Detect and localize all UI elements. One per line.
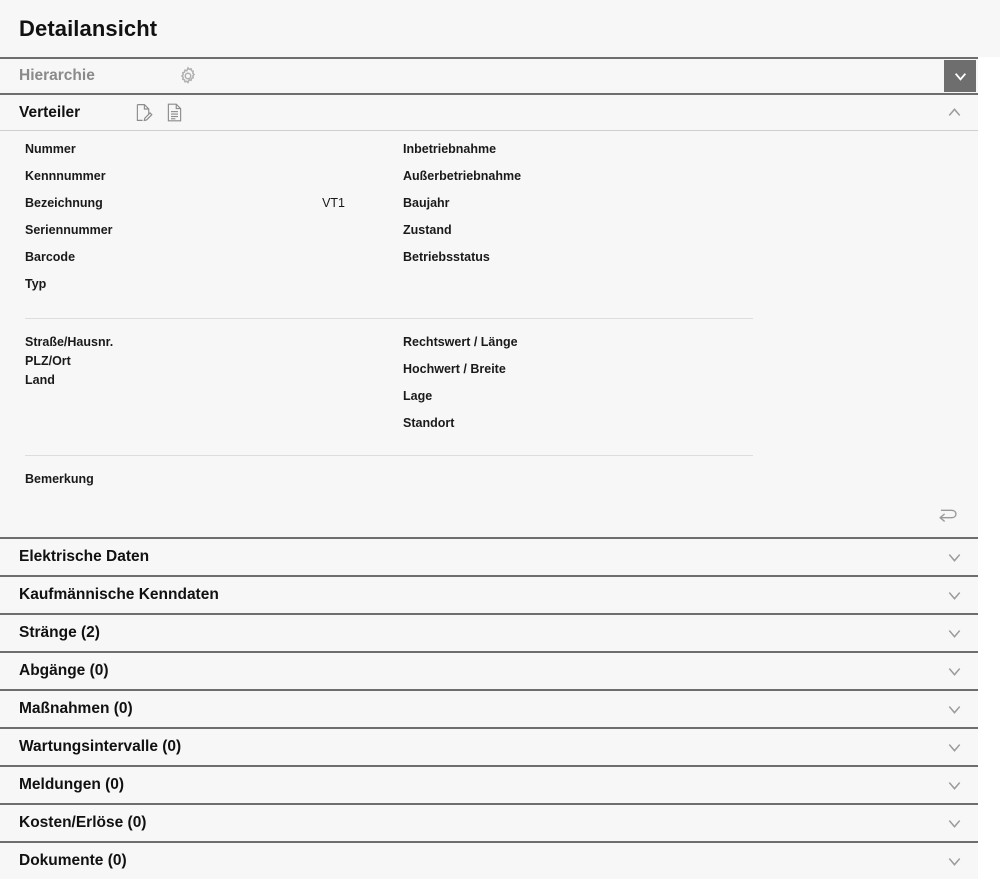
verteiler-label: Verteiler <box>19 103 81 121</box>
field-row: Typ <box>25 277 403 304</box>
panel-actions <box>0 499 978 537</box>
field-label: Land <box>25 373 55 387</box>
field-row: Lage <box>403 389 978 416</box>
field-label: Baujahr <box>403 196 450 210</box>
field-row: Seriennummer <box>25 223 403 250</box>
field-label: Lage <box>403 389 433 403</box>
identification-fields: Nummer Kennnummer Bezeichnung VT1 Serien… <box>0 131 978 318</box>
field-row: Land <box>25 373 403 392</box>
chevron-down-icon[interactable] <box>940 809 968 837</box>
field-row: Hochwert / Breite <box>403 362 978 389</box>
field-label: Kennnummer <box>25 169 106 183</box>
location-left-column: Straße/Hausnr. PLZ/Ort Land <box>0 335 403 443</box>
location-fields: Straße/Hausnr. PLZ/Ort Land Rechtswert /… <box>0 319 978 455</box>
section-header-straenge[interactable]: Stränge (2) <box>0 613 978 651</box>
section-header-meldungen[interactable]: Meldungen (0) <box>0 765 978 803</box>
hierarchy-bar[interactable]: Hierarchie <box>0 57 978 93</box>
remark-fields: Bemerkung <box>0 456 978 499</box>
section-header-kosten-erloese[interactable]: Kosten/Erlöse (0) <box>0 803 978 841</box>
field-label: Rechtswert / Länge <box>403 335 518 349</box>
section-label: Kaufmännische Kenndaten <box>19 586 219 603</box>
field-label: PLZ/Ort <box>25 354 71 368</box>
window-titlebar: Detailansicht <box>0 0 1000 57</box>
gear-icon[interactable] <box>177 65 199 87</box>
section-label: Wartungsintervalle (0) <box>19 738 182 755</box>
hierarchy-icons <box>177 65 199 87</box>
section-header-dokumente[interactable]: Dokumente (0) <box>0 841 978 879</box>
chevron-down-icon[interactable] <box>940 581 968 609</box>
field-value[interactable]: VT1 <box>322 196 345 210</box>
undo-arrow-icon[interactable] <box>932 501 962 527</box>
chevron-down-icon[interactable] <box>940 695 968 723</box>
verteiler-detail-panel: Nummer Kennnummer Bezeichnung VT1 Serien… <box>0 130 978 537</box>
field-label: Typ <box>25 277 47 291</box>
chevron-down-icon[interactable] <box>940 847 968 875</box>
field-row: Betriebsstatus <box>403 250 978 277</box>
remark-left-column: Bemerkung <box>0 472 403 499</box>
field-row: Barcode <box>25 250 403 277</box>
field-label: Außerbetriebnahme <box>403 169 522 183</box>
field-row: Baujahr <box>403 196 978 223</box>
field-row: Bezeichnung VT1 <box>25 196 403 223</box>
chevron-down-icon[interactable] <box>940 543 968 571</box>
location-right-column: Rechtswert / Länge Hochwert / Breite Lag… <box>403 335 978 443</box>
verteiler-icons <box>133 102 185 123</box>
field-row: Kennnummer <box>25 169 403 196</box>
section-label: Kosten/Erlöse (0) <box>19 814 147 831</box>
section-label: Dokumente (0) <box>19 852 127 869</box>
field-row: Zustand <box>403 223 978 250</box>
section-label: Abgänge (0) <box>19 662 109 679</box>
identification-left-column: Nummer Kennnummer Bezeichnung VT1 Serien… <box>0 142 403 304</box>
field-label: Betriebsstatus <box>403 250 490 264</box>
chevron-down-icon[interactable] <box>940 733 968 761</box>
field-row: Inbetriebnahme <box>403 142 978 169</box>
document-icon[interactable] <box>164 102 185 123</box>
field-label: Barcode <box>25 250 76 264</box>
field-label: Nummer <box>25 142 76 156</box>
section-header-massnahmen[interactable]: Maßnahmen (0) <box>0 689 978 727</box>
field-label: Bemerkung <box>25 472 94 486</box>
field-row: Straße/Hausnr. <box>25 335 403 354</box>
field-row: Bemerkung <box>25 472 403 499</box>
section-divider <box>25 318 753 319</box>
field-label: Hochwert / Breite <box>403 362 506 376</box>
field-row: Rechtswert / Länge <box>403 335 978 362</box>
field-row: PLZ/Ort <box>25 354 403 373</box>
section-header-abgaenge[interactable]: Abgänge (0) <box>0 651 978 689</box>
remark-right-column <box>403 472 978 499</box>
identification-right-column: Inbetriebnahme Außerbetriebnahme Baujahr… <box>403 142 978 304</box>
section-header-wartungsintervalle[interactable]: Wartungsintervalle (0) <box>0 727 978 765</box>
field-row: Außerbetriebnahme <box>403 169 978 196</box>
section-divider <box>25 455 753 456</box>
hierarchy-label: Hierarchie <box>19 67 95 84</box>
field-row: Standort <box>403 416 978 443</box>
field-label: Standort <box>403 416 455 430</box>
section-header-elektrische-daten[interactable]: Elektrische Daten <box>0 537 978 575</box>
page-title: Detailansicht <box>19 15 158 41</box>
field-label: Zustand <box>403 223 452 237</box>
section-label: Meldungen (0) <box>19 776 125 793</box>
section-label: Stränge (2) <box>19 624 100 641</box>
field-label: Straße/Hausnr. <box>25 335 114 349</box>
hierarchy-expand-button[interactable] <box>944 60 976 92</box>
chevron-down-icon[interactable] <box>940 657 968 685</box>
section-header-verteiler[interactable]: Verteiler <box>0 93 978 130</box>
field-label: Bezeichnung <box>25 196 103 210</box>
section-label: Maßnahmen (0) <box>19 700 133 717</box>
verteiler-collapse-button[interactable] <box>940 99 968 127</box>
section-header-kaufmaennische-kenndaten[interactable]: Kaufmännische Kenndaten <box>0 575 978 613</box>
field-label: Seriennummer <box>25 223 113 237</box>
edit-document-icon[interactable] <box>133 102 154 123</box>
field-label: Inbetriebnahme <box>403 142 497 156</box>
chevron-down-icon[interactable] <box>940 771 968 799</box>
chevron-down-icon[interactable] <box>940 619 968 647</box>
section-label: Elektrische Daten <box>19 548 150 565</box>
field-row: Nummer <box>25 142 403 169</box>
